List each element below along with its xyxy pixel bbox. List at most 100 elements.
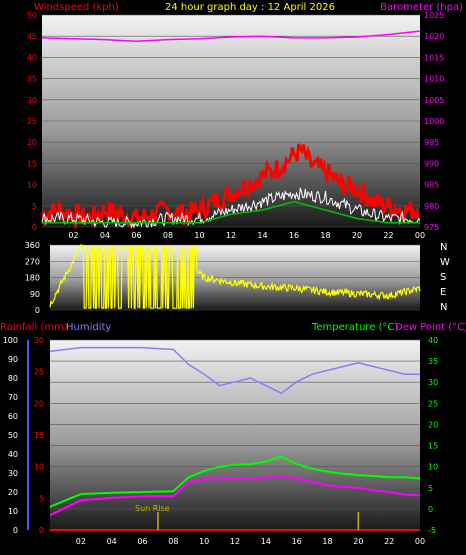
baro-tick-label: 1005 [424, 96, 444, 105]
compass-letter: N [440, 242, 447, 253]
baro-tick-label: 1010 [424, 75, 444, 84]
x-tick-label: 14 [257, 231, 267, 240]
x-tick-label: 00 [415, 231, 425, 240]
temp-tick-label: 30 [428, 378, 438, 387]
compass-letter: W [440, 257, 450, 268]
temp-tick-label: 40 [428, 336, 438, 345]
x-tick-label: 02 [68, 231, 78, 240]
x-tick-label: 16 [292, 537, 302, 546]
wind-tick-label: 20 [27, 138, 37, 147]
rain-tick-label: 10 [34, 463, 44, 472]
x-tick-label: 00 [415, 537, 425, 546]
baro-tick-label: 1025 [424, 11, 444, 20]
sunrise-label: Sun Rise [135, 504, 170, 513]
baro-tick-label: 995 [424, 138, 439, 147]
temp-tick-label: 20 [428, 420, 438, 429]
x-tick-label: 08 [168, 537, 178, 546]
direction-tick-label: 0 [35, 306, 40, 315]
temp-tick-label: 15 [428, 442, 438, 451]
x-tick-label: 04 [107, 537, 117, 546]
humidity-tick-label: 20 [8, 488, 18, 497]
wind-tick-label: 50 [27, 11, 37, 20]
wind-tick-label: 0 [32, 223, 37, 232]
humidity-tick-label: 10 [8, 507, 18, 516]
temp-tick-label: 0 [428, 505, 433, 514]
baro-tick-label: 975 [424, 223, 439, 232]
wind-tick-label: 35 [27, 75, 37, 84]
baro-tick-label: 980 [424, 202, 439, 211]
humidity-tick-label: 70 [8, 393, 18, 402]
x-tick-label: 22 [383, 231, 393, 240]
direction-tick-label: 360 [25, 241, 40, 250]
x-tick-label: 14 [261, 537, 271, 546]
wind-axis-title: Windspeed (kph) [34, 2, 119, 13]
humidity-line [49, 346, 420, 395]
windspeed-line [40, 143, 420, 230]
rain-tick-label: 20 [34, 399, 44, 408]
x-tick-label: 10 [194, 231, 204, 240]
wind-gridlines [42, 14, 420, 228]
wind-tick-label: 25 [27, 117, 37, 126]
direction-tick-label: 180 [25, 274, 40, 283]
baro-tick-label: 985 [424, 181, 439, 190]
wind-tick-label: 45 [27, 32, 37, 41]
wind-direction-line [49, 244, 421, 309]
rain-axis-title: Rainfall (mm) [0, 322, 68, 333]
wind-tick-label: 40 [27, 53, 37, 62]
humidity-tick-label: 50 [8, 431, 18, 440]
humidity-tick-label: 100 [3, 336, 18, 345]
rain-tick-label: 25 [34, 368, 44, 377]
x-tick-label: 16 [289, 231, 299, 240]
chart-title: 24 hour graph day : 12 April 2026 [165, 2, 335, 13]
x-tick-label: 04 [100, 231, 110, 240]
humidity-tick-label: 90 [8, 355, 18, 364]
x-tick-label: 06 [131, 231, 141, 240]
compass-letter: S [440, 272, 446, 283]
wind-tick-label: 15 [27, 159, 37, 168]
rain-tick-label: 15 [34, 431, 44, 440]
x-tick-label: 12 [226, 231, 236, 240]
dewpoint-line [49, 474, 421, 517]
baro-tick-label: 990 [424, 159, 439, 168]
x-tick-label: 20 [353, 537, 363, 546]
baro-axis-title: Barometer (hpa) [380, 2, 463, 13]
rain-tick-label: 30 [34, 336, 44, 345]
wind-tick-label: 5 [32, 202, 37, 211]
x-tick-label: 20 [352, 231, 362, 240]
wind-tick-label: 30 [27, 96, 37, 105]
x-tick-label: 18 [320, 231, 330, 240]
humidity-tick-label: 40 [8, 450, 18, 459]
average-wind-line [42, 200, 420, 224]
baro-tick-label: 1015 [424, 53, 444, 62]
sun-annotations [157, 512, 360, 530]
humidity-tick-label: 60 [8, 412, 18, 421]
x-tick-label: 10 [199, 537, 209, 546]
dewpoint-axis-title: Dew Point (°C) [395, 322, 466, 333]
temp-tick-label: 25 [428, 399, 438, 408]
temperature-line [49, 455, 421, 508]
baro-tick-label: 1020 [424, 32, 444, 41]
temp-tick-label: -5 [428, 526, 436, 535]
x-tick-label: 08 [163, 231, 173, 240]
rain-tick-label: 0 [39, 526, 44, 535]
series-layer [40, 30, 421, 531]
humidity-axis-title: Humidity [66, 322, 111, 333]
baro-tick-label: 1000 [424, 117, 444, 126]
x-tick-label: 06 [137, 537, 147, 546]
x-tick-label: 22 [384, 537, 394, 546]
direction-axis-ticks: 0 90 180 270 360 [25, 241, 40, 315]
temperature-axis-title: Temperature (°C) [311, 322, 398, 333]
x-tick-label: 12 [230, 537, 240, 546]
compass-letter: N [440, 302, 447, 313]
compass-letter: E [440, 287, 446, 298]
direction-tick-label: 90 [30, 290, 40, 299]
barometer-line [41, 30, 421, 43]
temp-tick-label: 10 [428, 463, 438, 472]
temp-tick-label: 5 [428, 484, 433, 493]
wind-axis-ticks: 0510152025303540455097598098599099510001… [27, 11, 445, 240]
humidity-tick-label: 0 [13, 526, 18, 535]
wind-tick-label: 10 [27, 181, 37, 190]
temp-panel-background [50, 340, 420, 530]
